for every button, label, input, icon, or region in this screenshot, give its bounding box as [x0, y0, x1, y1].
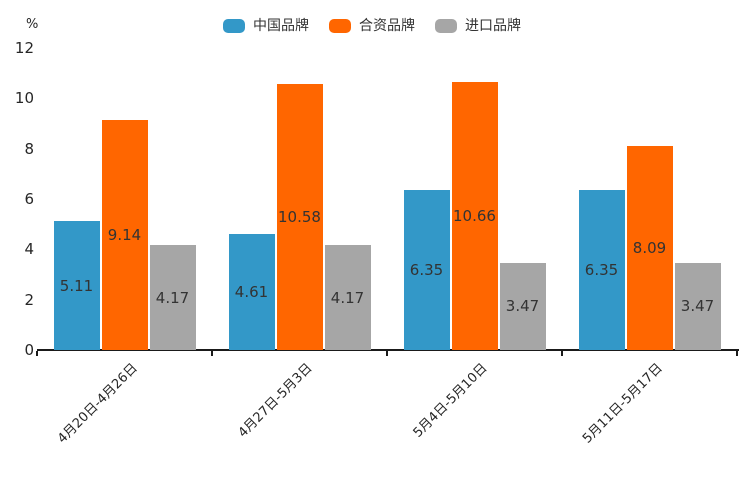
legend-label-china-brand: 中国品牌: [253, 18, 309, 34]
bar: 4.61: [228, 233, 275, 350]
x-axis-line: [37, 349, 739, 351]
bar: 6.35: [403, 190, 450, 350]
x-axis-category-label: 5月4日-5月10日: [410, 360, 491, 441]
bar: 4.17: [324, 245, 371, 350]
legend: 中国品牌 合资品牌 进口品牌: [0, 17, 744, 35]
x-axis-tick: [211, 351, 213, 356]
legend-swatch-joint-venture-brand-icon: [329, 19, 351, 33]
x-axis-category-label: 5月11日-5月17日: [580, 360, 666, 447]
bar: 4.17: [149, 245, 196, 350]
y-axis-tick-label: 2: [24, 290, 34, 309]
bar: 9.14: [101, 119, 148, 350]
bar-value-label: 10.66: [453, 206, 496, 225]
x-axis-category-label: 4月20日-4月26日: [55, 360, 141, 447]
x-axis-tick: [386, 351, 388, 356]
bar-value-label: 3.47: [680, 297, 715, 316]
legend-item-import-brand[interactable]: 进口品牌: [435, 17, 521, 35]
legend-swatch-china-brand-icon: [223, 19, 245, 33]
bar-value-label: 9.14: [107, 225, 142, 244]
legend-item-china-brand[interactable]: 中国品牌: [223, 17, 309, 35]
bar-value-label: 4.17: [155, 288, 190, 307]
bar: 5.11: [53, 221, 100, 350]
bar-value-label: 4.61: [234, 282, 269, 301]
bar-value-label: 4.17: [330, 288, 365, 307]
bar-value-label: 6.35: [409, 261, 444, 280]
y-axis-tick-label: 0: [24, 341, 34, 359]
x-axis-tick: [736, 351, 738, 356]
bar: 10.58: [276, 83, 323, 350]
bar: 6.35: [578, 190, 625, 350]
y-axis-tick-label: 10: [14, 89, 34, 108]
bar: 8.09: [626, 146, 673, 350]
legend-label-import-brand: 进口品牌: [465, 18, 521, 34]
bar: 10.66: [451, 81, 498, 350]
x-axis-tick: [561, 351, 563, 356]
x-axis-category-label: 4月27日-5月3日: [235, 360, 316, 441]
y-axis-tick-label: 4: [24, 240, 34, 259]
bar-value-label: 3.47: [505, 297, 540, 316]
legend-swatch-import-brand-icon: [435, 19, 457, 33]
legend-item-joint-venture-brand[interactable]: 合资品牌: [329, 17, 415, 35]
bar-value-label: 6.35: [584, 261, 619, 280]
bar: 3.47: [499, 262, 546, 350]
bar-value-label: 5.11: [59, 276, 94, 295]
y-axis-tick-label: 6: [24, 190, 34, 208]
y-axis-tick-label: 12: [14, 39, 34, 57]
bar-value-label: 8.09: [632, 239, 667, 258]
y-axis-tick-label: 8: [24, 139, 34, 158]
bar: 3.47: [674, 262, 721, 350]
x-axis-tick: [36, 351, 38, 356]
y-axis-unit-label: %: [26, 17, 39, 32]
legend-label-joint-venture-brand: 合资品牌: [359, 18, 415, 34]
bar-value-label: 10.58: [278, 207, 321, 226]
